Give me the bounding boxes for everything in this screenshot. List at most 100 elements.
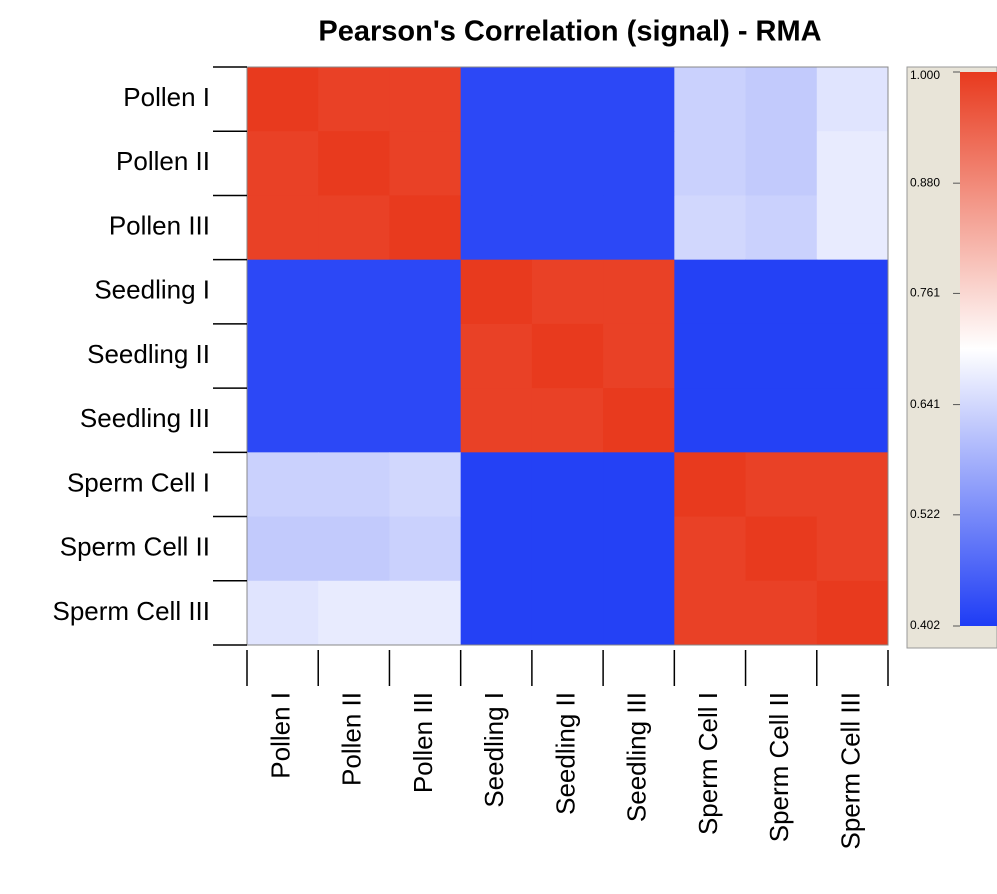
heatmap-cell	[745, 452, 818, 518]
heatmap-cell	[745, 67, 818, 132]
x-tick-label: Pollen III	[408, 692, 438, 793]
heatmap-cell	[816, 259, 889, 325]
heatmap-cell	[816, 323, 889, 389]
heatmap-cell	[460, 452, 533, 518]
heatmap-cell	[318, 323, 390, 389]
heatmap-cell	[247, 131, 319, 196]
y-tick-label: Seedling III	[80, 403, 210, 433]
heatmap-cell	[603, 67, 675, 132]
heatmap-cell	[674, 195, 747, 261]
heatmap-cell	[247, 452, 319, 518]
heatmap-cell	[674, 67, 747, 132]
heatmap-cell	[318, 67, 390, 132]
heatmap-cell	[816, 452, 889, 518]
heatmap-cell	[460, 259, 533, 325]
heatmap-cell	[531, 580, 604, 646]
colorbar	[960, 72, 997, 626]
heatmap-cell	[247, 516, 319, 582]
heatmap-cell	[531, 516, 604, 582]
heatmap-cell	[389, 131, 462, 196]
colorbar-tick-label: 1.000	[910, 68, 940, 82]
heatmap-cell	[247, 323, 319, 389]
y-tick-label: Seedling I	[94, 275, 210, 305]
heatmap-cell	[531, 131, 604, 196]
heatmap-cell	[816, 580, 889, 646]
heatmap-cell	[389, 323, 462, 389]
heatmap-cell	[674, 516, 747, 582]
heatmap-cell	[531, 452, 604, 518]
heatmap-cell	[460, 195, 533, 261]
heatmap-cell	[745, 323, 818, 389]
x-tick-label: Sperm Cell III	[835, 692, 865, 850]
heatmap-cell	[460, 516, 533, 582]
heatmap-cell	[674, 452, 747, 518]
heatmap-cell	[745, 516, 818, 582]
x-tick-label: Sperm Cell I	[693, 692, 723, 835]
x-tick-label: Seedling III	[622, 692, 652, 822]
heatmap-cell	[816, 67, 889, 132]
heatmap-cell	[318, 580, 390, 646]
heatmap-cell	[531, 388, 604, 453]
x-tick-label: Pollen II	[337, 692, 367, 786]
colorbar-tick-label: 0.522	[910, 507, 940, 521]
heatmap-cell	[603, 131, 675, 196]
heatmap-cell	[674, 131, 747, 196]
heatmap-cell	[460, 67, 533, 132]
heatmap-cell	[674, 388, 747, 453]
heatmap-cell	[531, 259, 604, 325]
colorbar-tick-label: 0.880	[910, 175, 940, 189]
heatmap-cell	[531, 195, 604, 261]
y-tick-label: Seedling II	[87, 339, 210, 369]
heatmap-cell	[389, 259, 462, 325]
x-tick-label: Seedling I	[479, 692, 509, 808]
heatmap-cell	[745, 580, 818, 646]
heatmap-cell	[318, 516, 390, 582]
heatmap-cell	[531, 67, 604, 132]
y-tick-label: Pollen I	[123, 82, 210, 112]
heatmap-cell	[389, 516, 462, 582]
heatmap-cell	[389, 452, 462, 518]
chart-title: Pearson's Correlation (signal) - RMA	[318, 16, 821, 48]
heatmap-cell	[389, 388, 462, 453]
heatmap-cell	[247, 259, 319, 325]
heatmap-cell	[603, 516, 675, 582]
colorbar-tick-label: 0.402	[910, 618, 940, 632]
heatmap-cell	[389, 580, 462, 646]
y-tick-label: Pollen II	[116, 146, 210, 176]
heatmap-cell	[318, 452, 390, 518]
heatmap-cell	[816, 131, 889, 196]
heatmap-cell	[603, 323, 675, 389]
y-tick-label: Pollen III	[109, 210, 210, 240]
x-tick-label: Seedling II	[550, 692, 580, 815]
heatmap-cell	[247, 67, 319, 132]
heatmap-cell	[674, 259, 747, 325]
heatmap-cell	[460, 580, 533, 646]
heatmap-cell	[745, 195, 818, 261]
heatmap-cell	[745, 259, 818, 325]
heatmap-cell	[603, 580, 675, 646]
heatmap-cell	[531, 323, 604, 389]
y-tick-label: Sperm Cell I	[67, 467, 210, 497]
heatmap-cell	[603, 195, 675, 261]
y-tick-label: Sperm Cell III	[53, 596, 211, 626]
heatmap-cell	[318, 388, 390, 453]
heatmap-cell	[674, 323, 747, 389]
heatmap-cell	[389, 195, 462, 261]
heatmap-cell	[460, 131, 533, 196]
colorbar-tick-label: 0.761	[910, 286, 940, 300]
heatmap-cell	[247, 388, 319, 453]
heatmap-cell	[460, 323, 533, 389]
heatmap-cell	[745, 131, 818, 196]
heatmap-cell	[318, 259, 390, 325]
colorbar-tick-label: 0.641	[910, 397, 940, 411]
heatmap-cell	[816, 195, 889, 261]
heatmap-cell	[318, 195, 390, 261]
heatmap-cell	[603, 388, 675, 453]
heatmap-cell	[247, 580, 319, 646]
heatmap-cell	[460, 388, 533, 453]
heatmap-cell	[745, 388, 818, 453]
heatmap-cell	[318, 131, 390, 196]
heatmap-cell	[389, 67, 462, 132]
x-tick-label: Sperm Cell II	[764, 692, 794, 842]
plot-border	[246, 66, 889, 646]
